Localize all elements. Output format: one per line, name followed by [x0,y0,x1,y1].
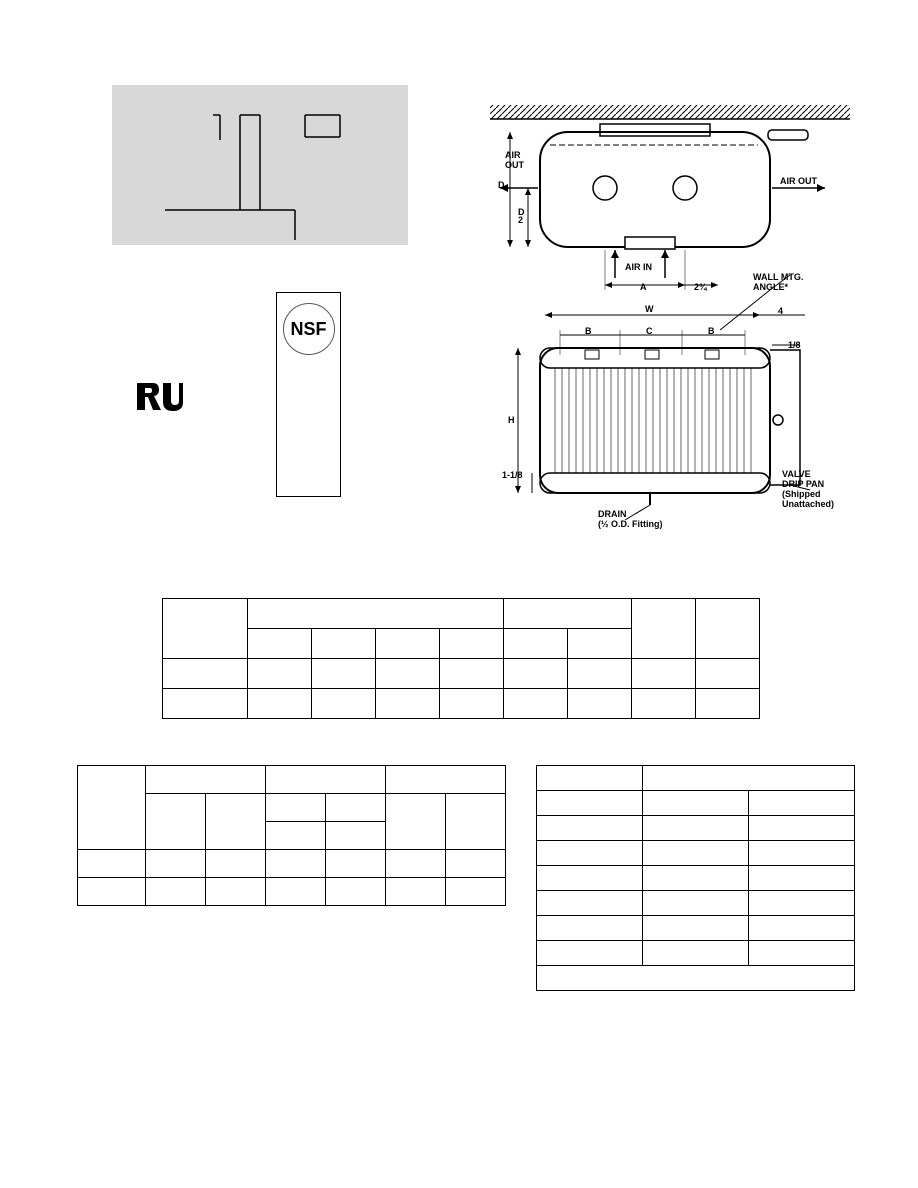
table-2-grid [77,765,506,906]
label-a-offset: 2¾ [694,282,707,292]
label-air-out-left: AIROUT [505,150,524,170]
label-one-eighth: 1/8 [788,340,801,350]
table-1-grid [162,598,760,719]
schematic-lines [165,95,375,240]
label-drain: DRAIN(½ O.D. Fitting) [598,510,663,530]
label-a: A [640,282,647,292]
label-d-half: D2 [518,208,525,224]
label-four: 4 [778,306,783,316]
label-1-1-8: 1-1/8 [502,470,523,480]
label-b-left: B [585,326,592,336]
label-h: H [508,415,515,425]
label-c: C [646,326,653,336]
table-3-grid [536,765,855,991]
label-d: D [498,180,505,190]
label-valve: VALVEDRIP PAN(ShippedUnattached) [782,470,834,510]
table-1 [162,598,760,719]
label-air-out-right: AIR OUT [780,176,817,186]
ru-logo [135,375,185,424]
nsf-text: NSF [291,319,327,340]
label-b-right: B [708,326,715,336]
technical-diagram: AIROUT AIR OUT AIR IN D D2 A 2¾ WALL MTG… [490,90,850,545]
label-air-in: AIR IN [625,262,652,272]
label-wall-mtg: WALL MTG.ANGLE* [753,273,803,293]
nsf-panel: NSF [276,292,341,497]
table-3 [536,765,855,991]
nsf-logo: NSF [283,303,335,355]
label-w: W [645,304,654,314]
table-2 [77,765,506,906]
